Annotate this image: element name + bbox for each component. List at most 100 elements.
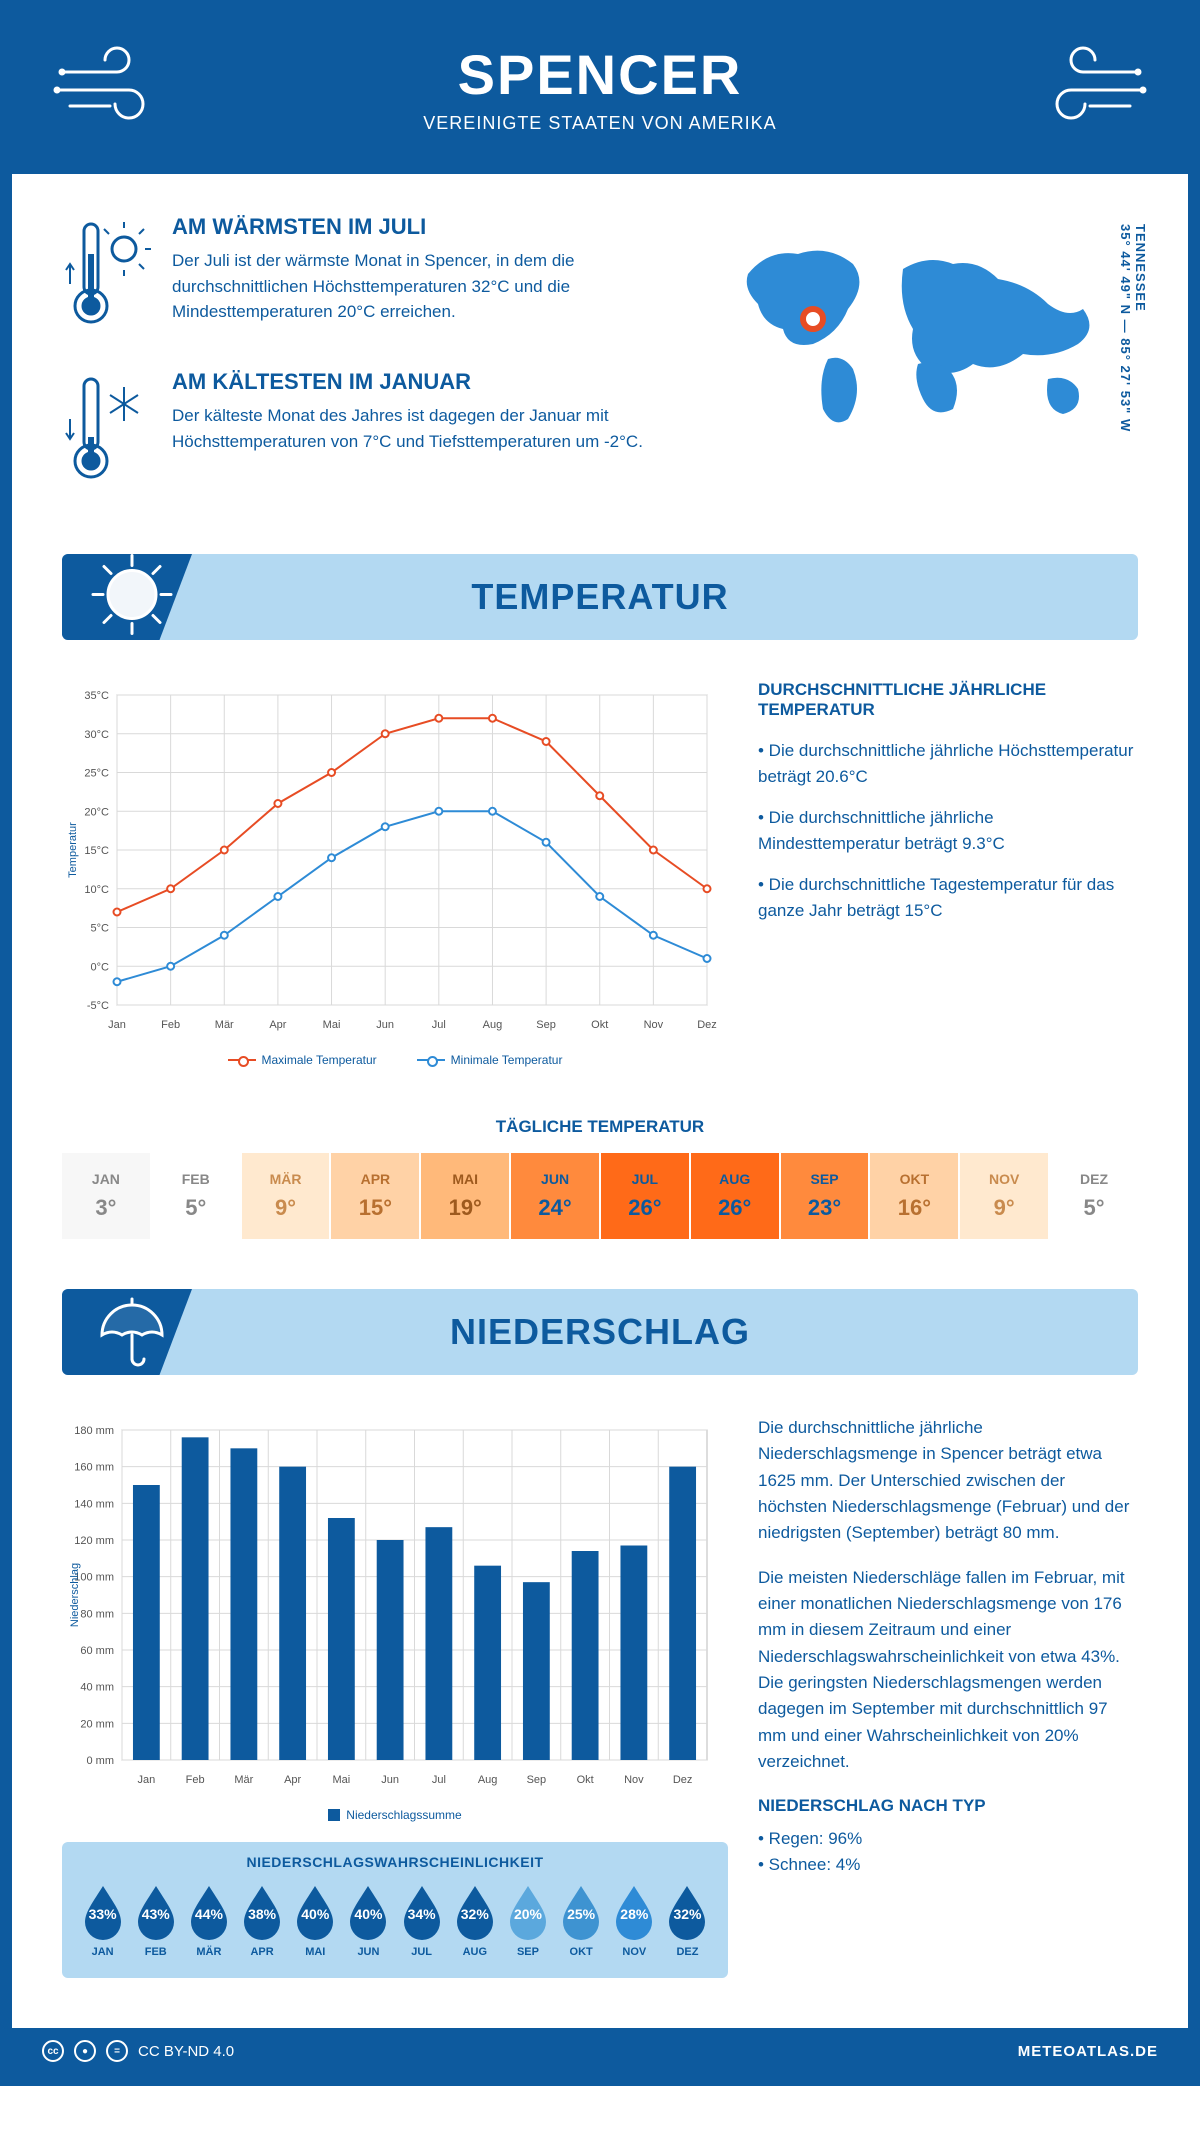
svg-text:20 mm: 20 mm — [80, 1718, 114, 1730]
svg-text:120 mm: 120 mm — [74, 1535, 114, 1547]
infographic-frame: SPENCER VEREINIGTE STAATEN VON AMERIKA A… — [0, 0, 1200, 2086]
thermometer-cold-icon — [62, 369, 152, 494]
overview-row: AM WÄRMSTEN IM JULI Der Juli ist der wär… — [12, 174, 1188, 554]
svg-text:Aug: Aug — [478, 1774, 498, 1786]
temperature-content: -5°C0°C5°C10°C15°C20°C25°C30°C35°CJanFeb… — [12, 640, 1188, 1107]
warmest-heading: AM WÄRMSTEN IM JULI — [172, 214, 688, 240]
precipitation-left-column: 0 mm20 mm40 mm60 mm80 mm100 mm120 mm140 … — [62, 1415, 728, 1978]
svg-text:Nov: Nov — [624, 1774, 644, 1786]
coldest-block: AM KÄLTESTEN IM JANUAR Der kälteste Mona… — [62, 369, 688, 494]
svg-text:Dez: Dez — [673, 1774, 693, 1786]
svg-text:-5°C: -5°C — [87, 1000, 109, 1012]
daily-temp-table: JAN3°FEB5°MÄR9°APR15°MAI19°JUN24°JUL26°A… — [62, 1153, 1138, 1239]
probability-drops-row: 33%JAN43%FEB44%MÄR38%APR40%MAI40%JUN34%J… — [78, 1882, 712, 1958]
legend-min-label: Minimale Temperatur — [451, 1053, 563, 1067]
wind-icon — [52, 42, 162, 127]
footer-license: cc ● = CC BY-ND 4.0 — [42, 2040, 234, 2062]
precipitation-section-header: NIEDERSCHLAG — [62, 1289, 1138, 1375]
temp-chart-legend: Maximale Temperatur Minimale Temperatur — [62, 1053, 728, 1067]
probability-drop: 32%AUG — [450, 1882, 499, 1958]
svg-text:160 mm: 160 mm — [74, 1462, 114, 1474]
probability-drop: 28%NOV — [610, 1882, 659, 1958]
precipitation-title: NIEDERSCHLAG — [82, 1311, 1118, 1353]
svg-text:Temperatur: Temperatur — [67, 822, 79, 878]
svg-text:Jun: Jun — [381, 1774, 399, 1786]
legend-max-label: Maximale Temperatur — [262, 1053, 377, 1067]
daily-temp-title: TÄGLICHE TEMPERATUR — [12, 1117, 1188, 1137]
svg-text:Sep: Sep — [536, 1019, 556, 1031]
daily-temp-cell: MÄR9° — [242, 1153, 330, 1239]
daily-temp-cell: MAI19° — [421, 1153, 509, 1239]
probability-drop: 43%FEB — [131, 1882, 180, 1958]
state-name: TENNESSEE — [1133, 224, 1148, 312]
probability-box: NIEDERSCHLAGSWAHRSCHEINLICHKEIT 33%JAN43… — [62, 1842, 728, 1978]
coldest-heading: AM KÄLTESTEN IM JANUAR — [172, 369, 688, 395]
svg-text:Jan: Jan — [138, 1774, 156, 1786]
svg-text:Nov: Nov — [644, 1019, 664, 1031]
cc-icon: cc — [42, 2040, 64, 2062]
precip-type-heading: NIEDERSCHLAG NACH TYP — [758, 1793, 1138, 1819]
svg-text:Mär: Mär — [215, 1019, 234, 1031]
svg-text:Jul: Jul — [432, 1774, 446, 1786]
svg-text:Jun: Jun — [376, 1019, 394, 1031]
license-text: CC BY-ND 4.0 — [138, 2043, 234, 2060]
daily-temp-cell: APR15° — [331, 1153, 419, 1239]
probability-drop: 34%JUL — [397, 1882, 446, 1958]
svg-text:Dez: Dez — [697, 1019, 717, 1031]
daily-temp-cell: NOV9° — [960, 1153, 1048, 1239]
daily-temp-cell: JAN3° — [62, 1153, 150, 1239]
daily-temp-cell: SEP23° — [781, 1153, 869, 1239]
precip-para: Die durchschnittliche jährliche Niedersc… — [758, 1415, 1138, 1547]
probability-drop: 40%MAI — [291, 1882, 340, 1958]
warmest-block: AM WÄRMSTEN IM JULI Der Juli ist der wär… — [62, 214, 688, 339]
svg-text:Mai: Mai — [323, 1019, 341, 1031]
svg-text:5°C: 5°C — [91, 923, 110, 935]
map-column: TENNESSEE 35° 44' 49" N — 85° 27' 53" W — [718, 214, 1138, 524]
overview-text-column: AM WÄRMSTEN IM JULI Der Juli ist der wär… — [62, 214, 688, 524]
svg-text:Feb: Feb — [161, 1019, 180, 1031]
thermometer-hot-icon — [62, 214, 152, 339]
svg-text:180 mm: 180 mm — [74, 1425, 114, 1437]
daily-temp-cell: DEZ5° — [1050, 1153, 1138, 1239]
world-map-icon — [718, 214, 1118, 434]
probability-drop: 44%MÄR — [184, 1882, 233, 1958]
svg-text:Mär: Mär — [234, 1774, 253, 1786]
svg-text:Mai: Mai — [333, 1774, 351, 1786]
daily-temp-cell: FEB5° — [152, 1153, 240, 1239]
precipitation-chart: 0 mm20 mm40 mm60 mm80 mm100 mm120 mm140 … — [62, 1415, 722, 1795]
temp-desc-bullet: • Die durchschnittliche Tagestemperatur … — [758, 872, 1138, 923]
probability-drop: 32%DEZ — [663, 1882, 712, 1958]
precip-type-item: • Schnee: 4% — [758, 1852, 1138, 1878]
precip-type-item: • Regen: 96% — [758, 1826, 1138, 1852]
probability-drop: 40%JUN — [344, 1882, 393, 1958]
svg-text:Sep: Sep — [527, 1774, 547, 1786]
probability-title: NIEDERSCHLAGSWAHRSCHEINLICHKEIT — [78, 1854, 712, 1870]
country-subtitle: VEREINIGTE STAATEN VON AMERIKA — [32, 113, 1168, 134]
svg-text:Feb: Feb — [186, 1774, 205, 1786]
svg-text:0 mm: 0 mm — [87, 1755, 115, 1767]
footer: cc ● = CC BY-ND 4.0 METEOATLAS.DE — [12, 2028, 1188, 2074]
svg-text:140 mm: 140 mm — [74, 1498, 114, 1510]
coordinates-label: TENNESSEE 35° 44' 49" N — 85° 27' 53" W — [1118, 224, 1148, 432]
temp-desc-bullet: • Die durchschnittliche jährliche Höchst… — [758, 738, 1138, 789]
svg-text:40 mm: 40 mm — [80, 1682, 114, 1694]
svg-text:0°C: 0°C — [91, 961, 110, 973]
precip-chart-legend: Niederschlagssumme — [62, 1808, 728, 1822]
wind-icon — [1038, 42, 1148, 127]
by-icon: ● — [74, 2040, 96, 2062]
probability-drop: 25%OKT — [557, 1882, 606, 1958]
precip-para: Die meisten Niederschläge fallen im Febr… — [758, 1565, 1138, 1776]
daily-temp-cell: JUL26° — [601, 1153, 689, 1239]
svg-text:30°C: 30°C — [84, 729, 109, 741]
svg-text:Aug: Aug — [483, 1019, 503, 1031]
precipitation-description: Die durchschnittliche jährliche Niedersc… — [758, 1415, 1138, 1978]
svg-text:80 mm: 80 mm — [80, 1608, 114, 1620]
svg-text:Okt: Okt — [591, 1019, 608, 1031]
sun-icon — [87, 554, 177, 640]
footer-site: METEOATLAS.DE — [1018, 2043, 1158, 2060]
probability-drop: 38%APR — [238, 1882, 287, 1958]
svg-text:35°C: 35°C — [84, 690, 109, 702]
header: SPENCER VEREINIGTE STAATEN VON AMERIKA — [12, 12, 1188, 174]
svg-text:60 mm: 60 mm — [80, 1645, 114, 1657]
probability-drop: 20%SEP — [503, 1882, 552, 1958]
